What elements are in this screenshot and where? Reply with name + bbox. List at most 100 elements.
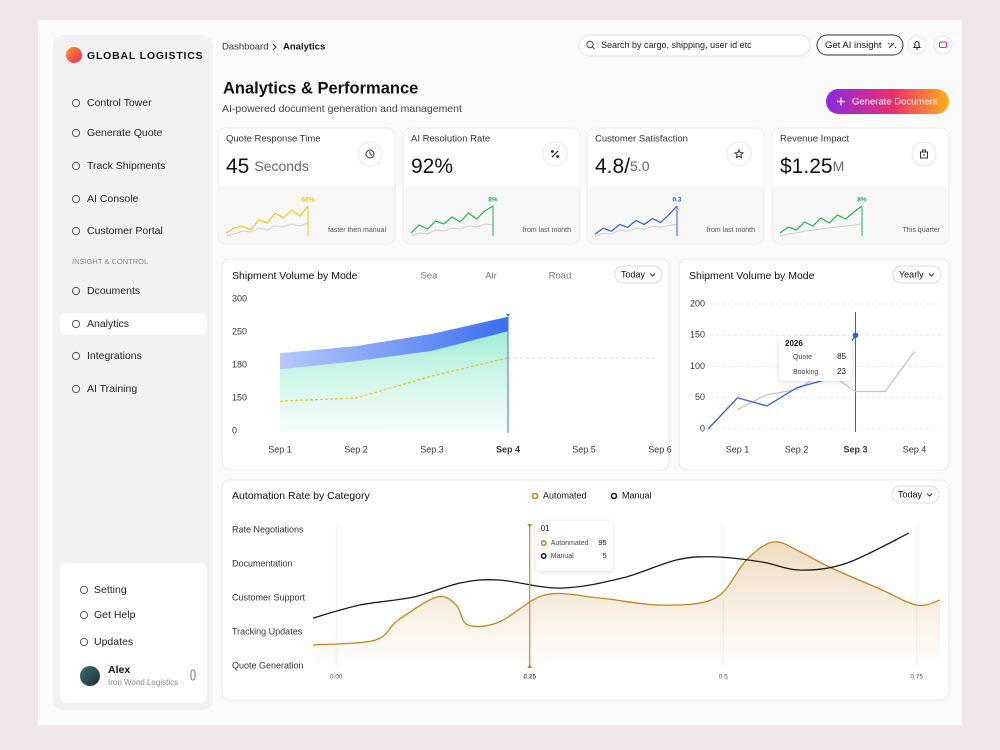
messages-button[interactable]	[933, 35, 953, 55]
nav-item[interactable]: Control Tower	[87, 97, 152, 109]
nav-item[interactable]: Generate Quote	[87, 127, 162, 139]
volume-filter-label: Today	[621, 269, 646, 279]
kpi-value: 4.8/5.0	[595, 155, 650, 178]
nav-item[interactable]: Dcouments	[87, 285, 140, 297]
nav-item[interactable]: Track Shipments	[87, 160, 165, 172]
tooltip-value: 85	[837, 352, 846, 361]
chat-icon	[938, 41, 948, 49]
tooltip-value: 23	[837, 367, 846, 376]
x-tick-label: Sep 4	[496, 444, 520, 454]
volume-filter[interactable]	[614, 265, 663, 284]
footer-nav-item[interactable]: Get Help	[94, 609, 136, 621]
tooltip-title: 01	[541, 524, 550, 533]
kpi-trend	[410, 205, 494, 234]
kpi-chart-bg	[587, 186, 764, 244]
selected-point	[852, 332, 859, 339]
chevron	[928, 273, 935, 277]
bell-icon	[913, 41, 921, 50]
tooltip-marker	[540, 540, 547, 546]
kpi-value: 92%	[411, 155, 453, 178]
x-tick-label: 0.5	[719, 674, 728, 681]
nav-icon	[71, 98, 81, 108]
breadcrumb-separator	[272, 43, 277, 51]
trend-title: Shipment Volume by Mode	[689, 270, 815, 282]
kpi-unit: 5.0	[630, 158, 650, 174]
kpi-unit: Seconds	[254, 158, 308, 174]
search-icon	[586, 40, 594, 49]
generate-button[interactable]	[826, 89, 949, 114]
footer-nav-item[interactable]: Setting	[94, 584, 127, 596]
nav-icon	[71, 161, 81, 171]
breadcrumb-root[interactable]: Dashboard	[222, 42, 268, 53]
mode-tab[interactable]: Sea	[421, 271, 439, 282]
y-tick-label: 250	[232, 326, 247, 336]
x-tick-label: Sep 3	[420, 444, 444, 454]
nav-icon	[79, 610, 89, 620]
plus-icon	[837, 97, 845, 106]
automation-filter-label: Today	[898, 489, 923, 499]
automation-filter[interactable]	[891, 485, 940, 504]
legend-marker	[610, 492, 618, 500]
kpi-note: from last month	[523, 227, 571, 234]
brand-name: GLOBAL LOGISTICS	[87, 50, 203, 62]
kpi-chart-bg	[403, 186, 580, 244]
mode-tab[interactable]: Air	[485, 271, 497, 282]
sidebar-footer	[60, 563, 207, 703]
y-tick-label: 100	[690, 361, 705, 371]
category-label: Tracking Updates	[232, 626, 303, 636]
tooltip	[535, 521, 613, 571]
legend-marker	[531, 492, 539, 500]
nav-icon	[71, 384, 81, 394]
kpi-label: Revenue Impact	[780, 134, 850, 145]
user-org: Iron Wood Logistics	[108, 678, 178, 687]
x-tick-label: Sep 3	[843, 444, 867, 454]
automation-area	[313, 541, 940, 668]
kpi-label: Quote Response Time	[226, 134, 321, 145]
automation-title: Automation Rate by Category	[232, 490, 370, 502]
legend-label[interactable]: Manual	[622, 490, 652, 500]
y-tick-label: 300	[232, 293, 247, 303]
nav-item[interactable]: Customer Portal	[87, 225, 163, 237]
user-menu-icon[interactable]	[190, 669, 196, 681]
nav-icon	[71, 319, 81, 329]
search-icon	[591, 46, 595, 50]
x-tick-label: Sep 1	[268, 444, 292, 454]
dashed-line	[279, 357, 509, 402]
star-icon	[733, 148, 745, 159]
nav-item[interactable]: Analytics	[87, 318, 129, 330]
nav-item[interactable]: AI Console	[87, 193, 139, 205]
category-label: Quote Generation	[232, 660, 304, 670]
kpi-badge: 68%	[301, 197, 314, 204]
ai-insight-button[interactable]	[816, 34, 904, 56]
kpi-baseline	[410, 223, 494, 237]
y-tick-label: 50	[695, 392, 705, 402]
sidebar	[53, 35, 213, 710]
legend-label[interactable]: Automated	[543, 490, 587, 500]
x-tick-label: Sep 5	[572, 444, 596, 454]
y-tick-label: 200	[690, 298, 705, 308]
y-tick-label: 0	[700, 423, 705, 433]
nav-icon	[71, 351, 81, 361]
kpi-badge: 8%	[488, 197, 498, 204]
cursor-marker	[506, 313, 510, 317]
search-placeholder: Search by cargo, shipping, user id etc	[601, 40, 752, 50]
nav-item[interactable]: AI Training	[87, 383, 137, 395]
nav-item[interactable]: Integrations	[87, 350, 142, 362]
footer-nav-item[interactable]: Updates	[94, 636, 133, 648]
x-tick-label: Sep 1	[726, 444, 750, 454]
page-title: Analytics & Performance	[223, 79, 418, 97]
tooltip-value: 95	[598, 538, 606, 547]
kpi-baseline	[779, 223, 863, 237]
trend-filter[interactable]	[892, 265, 942, 284]
notifications-button[interactable]	[907, 35, 927, 55]
nav-icon	[71, 194, 81, 204]
x-tick-label: Sep 2	[785, 444, 809, 454]
user-avatar[interactable]	[80, 666, 100, 686]
page-subtitle: AI-powered document generation and manag…	[222, 103, 462, 115]
kpi-trend	[779, 205, 863, 234]
search-box[interactable]	[578, 34, 811, 57]
tooltip-value: 5	[603, 551, 607, 560]
kpi-chart-bg	[772, 186, 949, 244]
mode-tab[interactable]: Road	[549, 271, 572, 282]
kpi-value-main: 4.8/	[595, 155, 630, 178]
